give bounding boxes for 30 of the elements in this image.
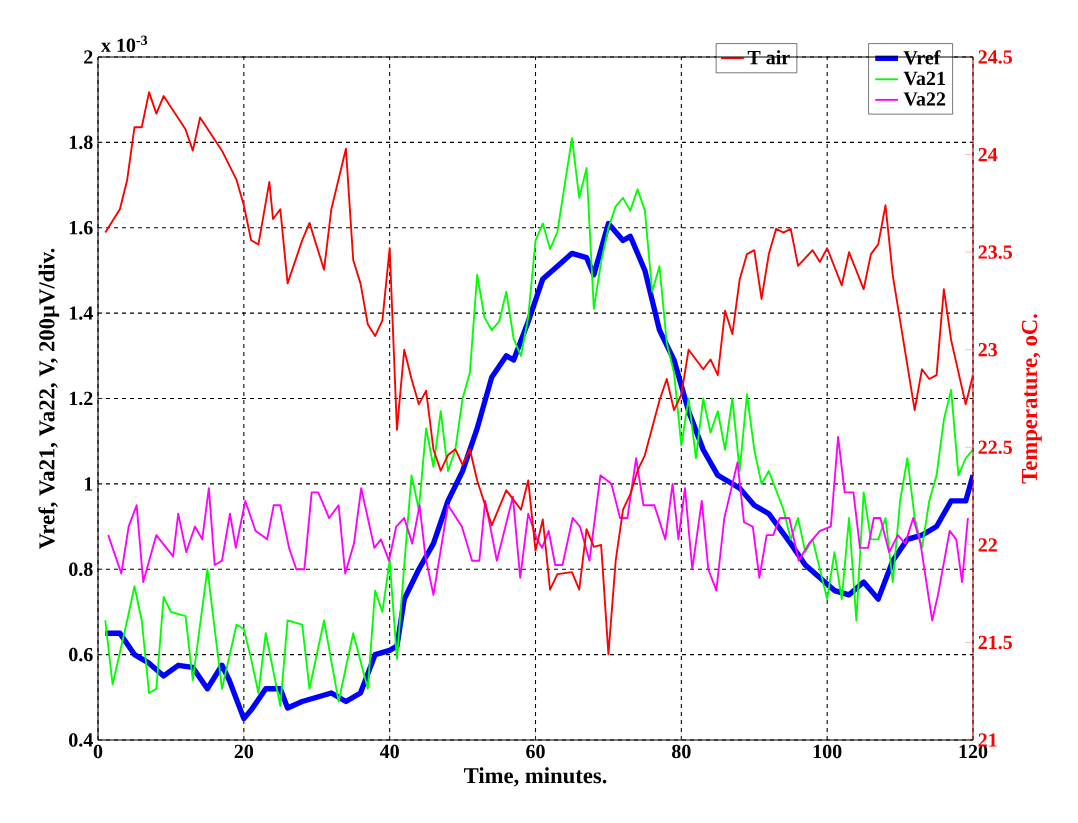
legend-label: Va21 [903, 71, 945, 86]
y2-axis-title: Temperature, oC. [1021, 314, 1042, 484]
y-axis-title: Vref, Va21, Va22, V, 200µV/div. [38, 248, 60, 550]
y-tick-label: 1.6 [69, 220, 93, 235]
x-axis-title: Time, minutes. [463, 767, 607, 787]
y-tick-label: 1 [84, 477, 93, 491]
y2-tick-label: 24.5 [978, 50, 1012, 64]
x-tick-label: 40 [379, 744, 399, 759]
legend-label: Vref [903, 50, 941, 65]
y-tick-label: 1.4 [69, 306, 93, 320]
y2-tick-label: 23.5 [978, 245, 1012, 259]
y2-tick-label: 23 [978, 342, 998, 357]
x-tick-label: 0 [93, 744, 103, 759]
y2-tick-label: 22.5 [978, 440, 1012, 455]
legend-label: Va22 [903, 92, 946, 106]
y-tick-label: 2 [84, 50, 93, 64]
y-tick-label: 1.8 [69, 135, 93, 150]
x-tick-label: 100 [813, 744, 842, 759]
y2-tick-label: 21.5 [978, 635, 1012, 650]
x-tick-label: 60 [526, 744, 545, 759]
x-tick-label: 80 [672, 744, 691, 759]
y-tick-label: 0.6 [69, 647, 93, 662]
y2-tick-label: 22 [978, 538, 997, 552]
y2-tick-label: 24 [978, 147, 998, 162]
x-tick-label: 20 [234, 744, 254, 759]
y-tick-label: 1.2 [69, 391, 93, 406]
text: x 10$^{-3}$ [101, 35, 148, 53]
legend-label: T air [747, 50, 790, 65]
y-tick-label: 0.4 [69, 733, 93, 747]
y-tick-label: 0.8 [69, 562, 93, 577]
